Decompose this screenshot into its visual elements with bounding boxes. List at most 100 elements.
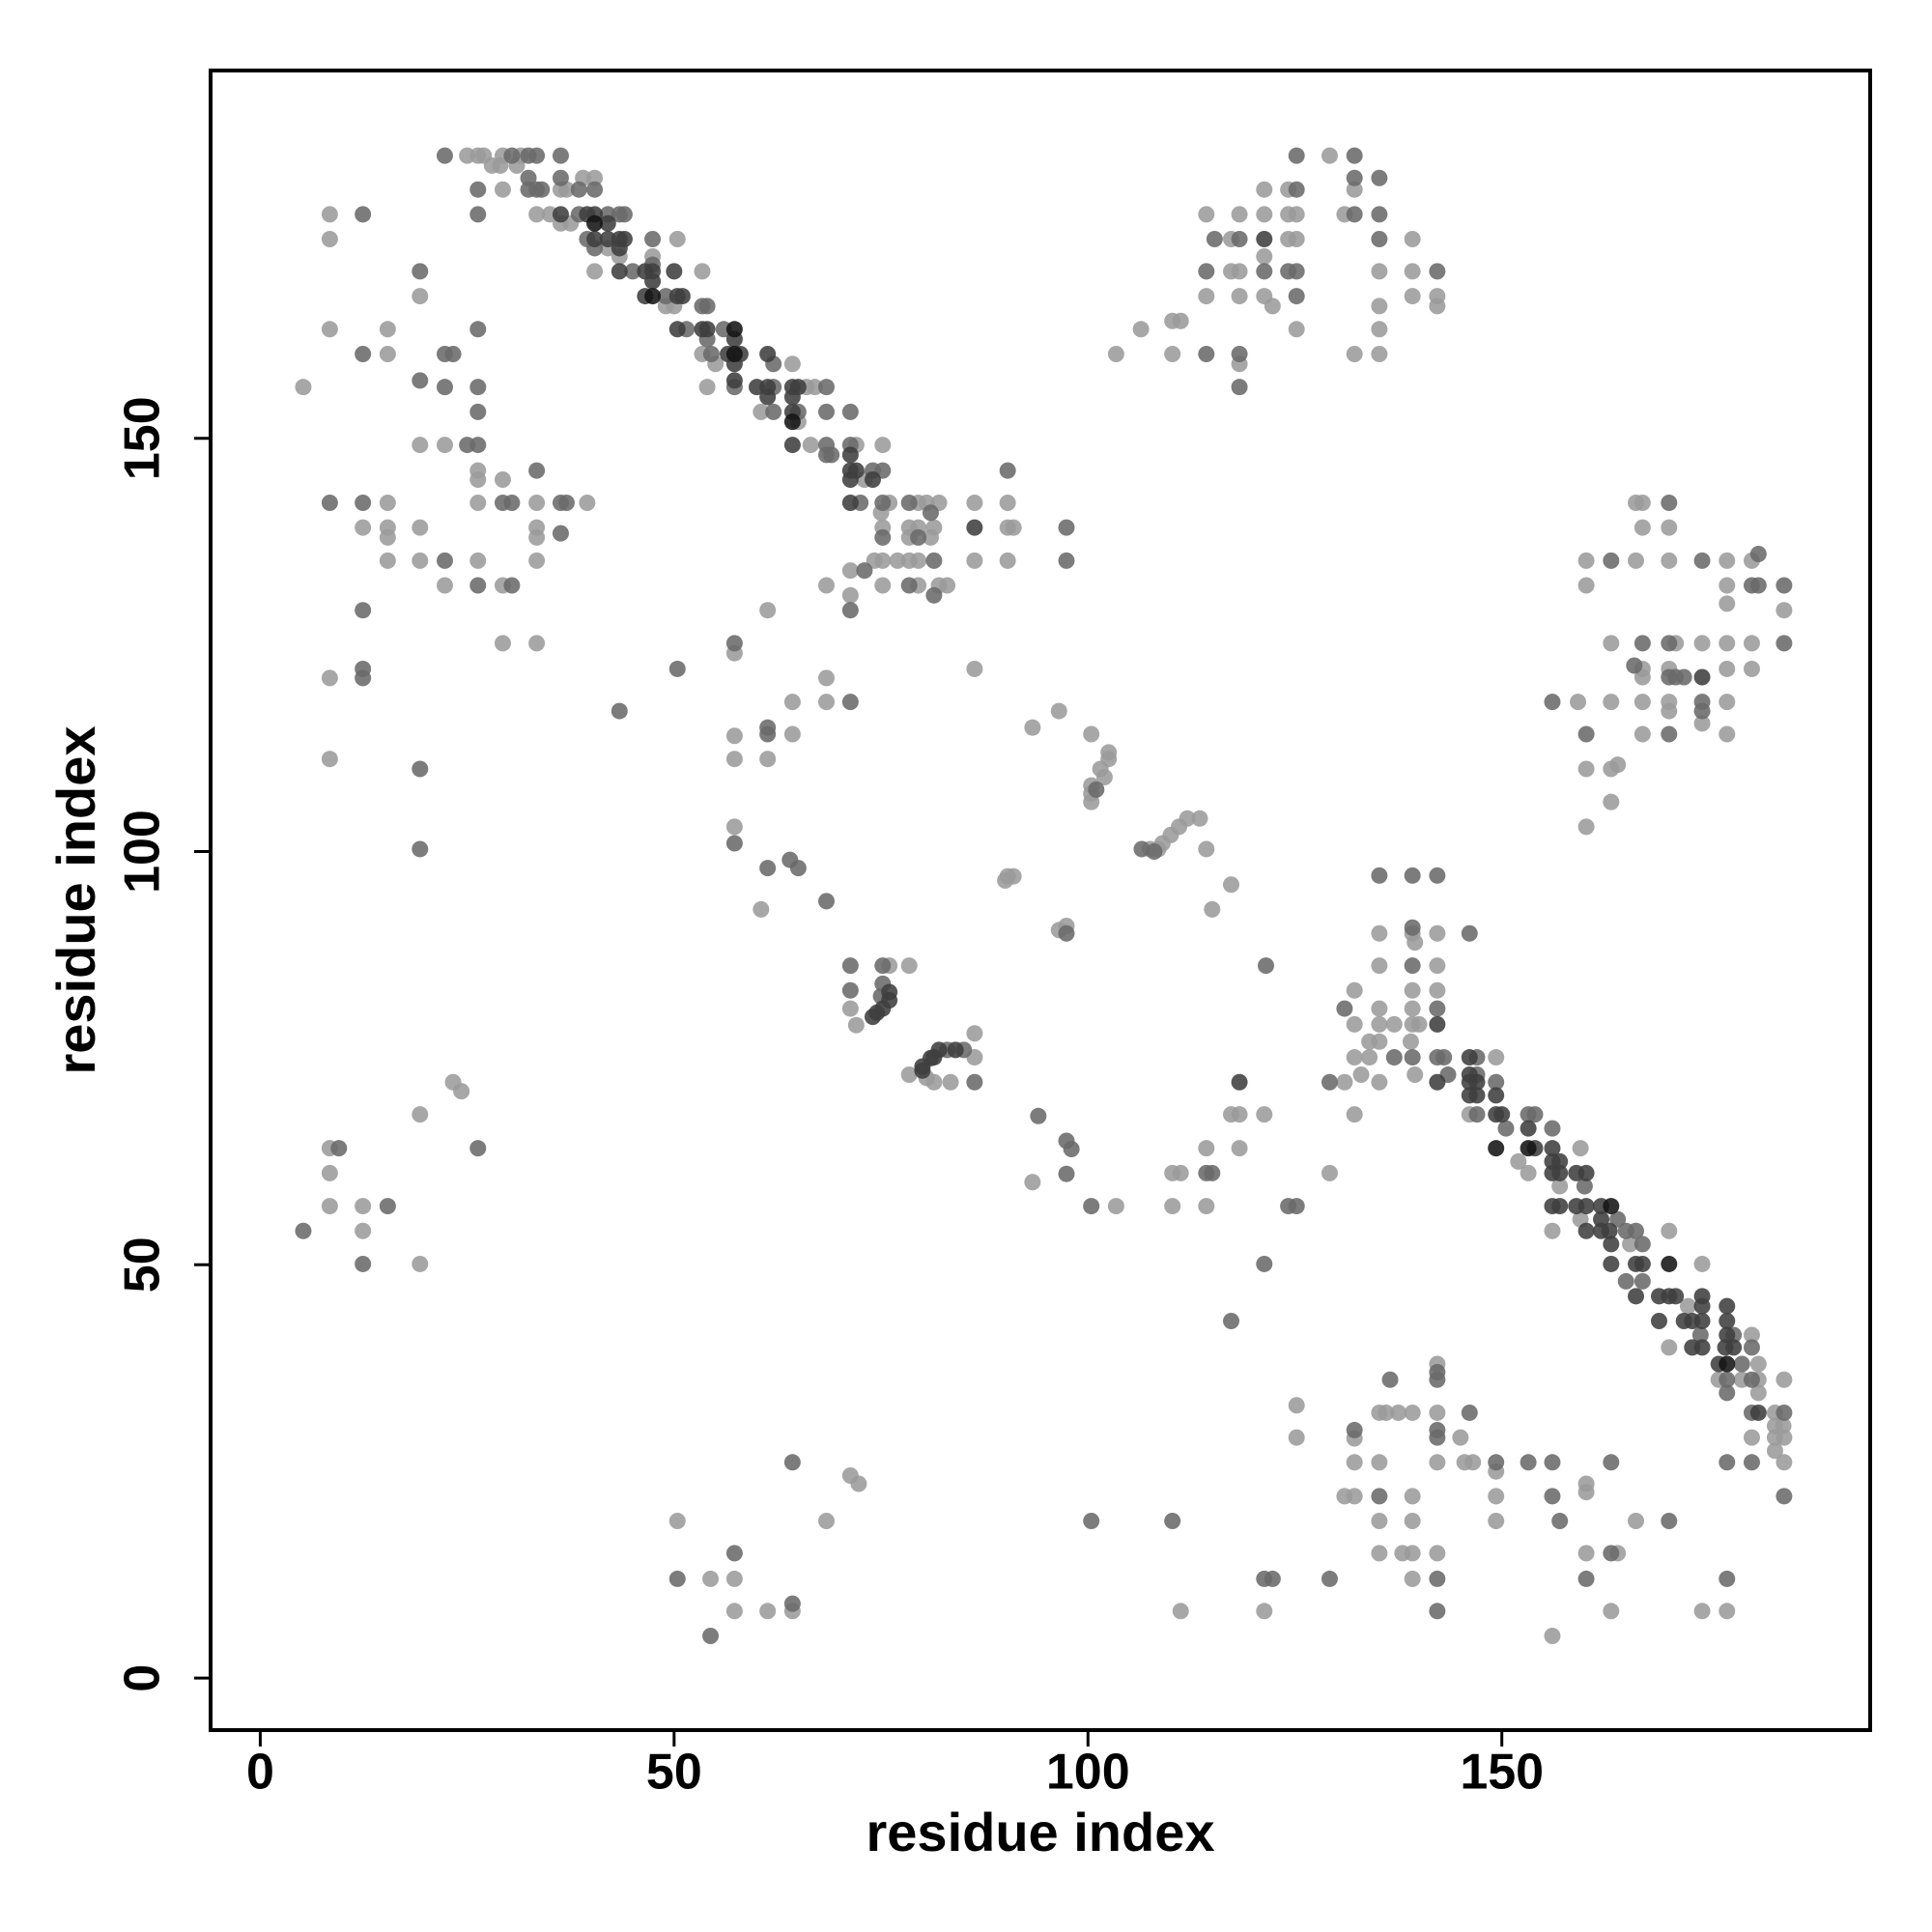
point [1577, 1222, 1595, 1239]
point [1346, 206, 1363, 223]
point [1256, 181, 1273, 198]
y-tick-label: 0 [115, 1664, 171, 1692]
point [668, 660, 686, 677]
point [999, 494, 1016, 511]
point [1749, 1404, 1767, 1421]
point [702, 1627, 720, 1644]
point [644, 272, 662, 290]
point [1100, 744, 1118, 761]
point [1576, 1178, 1593, 1195]
point [1231, 379, 1248, 396]
point [900, 1066, 918, 1084]
point [1095, 769, 1113, 786]
point [1719, 1384, 1736, 1402]
point [1544, 1627, 1561, 1644]
point [355, 519, 372, 536]
point [624, 263, 641, 280]
point [1693, 635, 1711, 652]
point [1406, 1066, 1424, 1084]
point [1719, 1297, 1736, 1315]
point [789, 860, 807, 877]
point [925, 1049, 943, 1066]
point [586, 169, 604, 186]
point [520, 169, 537, 186]
point [1198, 263, 1215, 280]
point [1488, 1454, 1505, 1471]
point [1719, 660, 1736, 677]
point [1429, 1015, 1446, 1033]
point [841, 586, 859, 604]
point [552, 147, 569, 164]
point [818, 694, 836, 711]
point [925, 552, 943, 569]
point [494, 471, 511, 489]
point [1743, 1454, 1760, 1471]
point [503, 147, 521, 164]
point [1651, 1312, 1668, 1329]
point [1488, 1513, 1505, 1530]
point [1603, 760, 1620, 778]
point [966, 1073, 983, 1091]
point [1288, 231, 1305, 248]
point [1429, 1000, 1446, 1017]
x-tick-label: 150 [1460, 1745, 1544, 1801]
point [847, 1016, 865, 1034]
point [1371, 1454, 1388, 1471]
point [1083, 793, 1100, 810]
point [469, 577, 487, 594]
point [874, 437, 892, 454]
point [1288, 181, 1305, 198]
point [783, 413, 801, 431]
point [818, 379, 836, 396]
point [725, 751, 743, 768]
point [1429, 1404, 1446, 1421]
point [1385, 1015, 1403, 1033]
point [1231, 1140, 1248, 1157]
point [914, 1062, 931, 1079]
point [528, 462, 546, 479]
point [379, 528, 396, 546]
point [1404, 1513, 1421, 1530]
point [1468, 1106, 1486, 1123]
point [889, 552, 906, 569]
point [1231, 206, 1248, 223]
point [1634, 635, 1651, 652]
point [1410, 1015, 1428, 1033]
point [528, 552, 546, 569]
point [694, 263, 711, 280]
point [725, 1570, 743, 1587]
point [599, 231, 616, 248]
point [1749, 1384, 1767, 1402]
point [355, 1222, 372, 1239]
point [355, 602, 372, 619]
point [765, 403, 782, 420]
point [1661, 552, 1678, 569]
point [1172, 312, 1189, 329]
point [1661, 1255, 1678, 1272]
point [1749, 546, 1767, 563]
point [1404, 1049, 1421, 1066]
point [1198, 206, 1215, 223]
point [1693, 1339, 1711, 1356]
point [1321, 1164, 1338, 1181]
point [1661, 519, 1678, 536]
point [1661, 635, 1678, 652]
point [1198, 288, 1215, 305]
point [1603, 694, 1620, 711]
point [1675, 668, 1692, 686]
point [469, 1140, 487, 1157]
point [1520, 1454, 1537, 1471]
point [570, 181, 587, 198]
point [1520, 1140, 1537, 1157]
point [1719, 595, 1736, 612]
point [1231, 1106, 1248, 1123]
point [1488, 1087, 1505, 1104]
point [1725, 1339, 1743, 1356]
point [1603, 1255, 1620, 1272]
point [1371, 1033, 1388, 1050]
point [1346, 181, 1363, 198]
point [1544, 1454, 1561, 1471]
point [321, 206, 338, 223]
